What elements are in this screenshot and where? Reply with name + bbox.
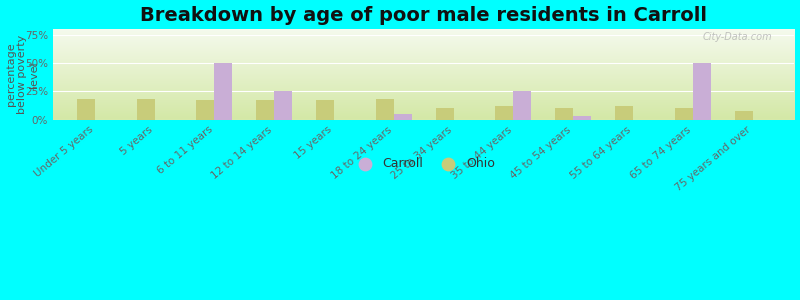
Bar [514,91,531,120]
Text: City-Data.com: City-Data.com [702,32,772,42]
Bar [615,106,633,120]
Bar [214,63,232,120]
Bar [137,99,154,120]
Bar [197,100,214,120]
Bar [495,106,514,120]
Bar [573,116,591,120]
Bar [693,63,710,120]
Bar [555,108,573,120]
Bar [734,110,753,120]
Legend: Carroll, Ohio: Carroll, Ohio [347,152,500,175]
Title: Breakdown by age of poor male residents in Carroll: Breakdown by age of poor male residents … [140,6,707,25]
Bar [77,99,94,120]
Bar [316,100,334,120]
Bar [376,99,394,120]
Bar [256,100,274,120]
Y-axis label: percentage
below poverty
level: percentage below poverty level [6,34,38,114]
Bar [274,91,292,120]
Bar [675,108,693,120]
Bar [436,108,454,120]
Bar [394,114,412,120]
